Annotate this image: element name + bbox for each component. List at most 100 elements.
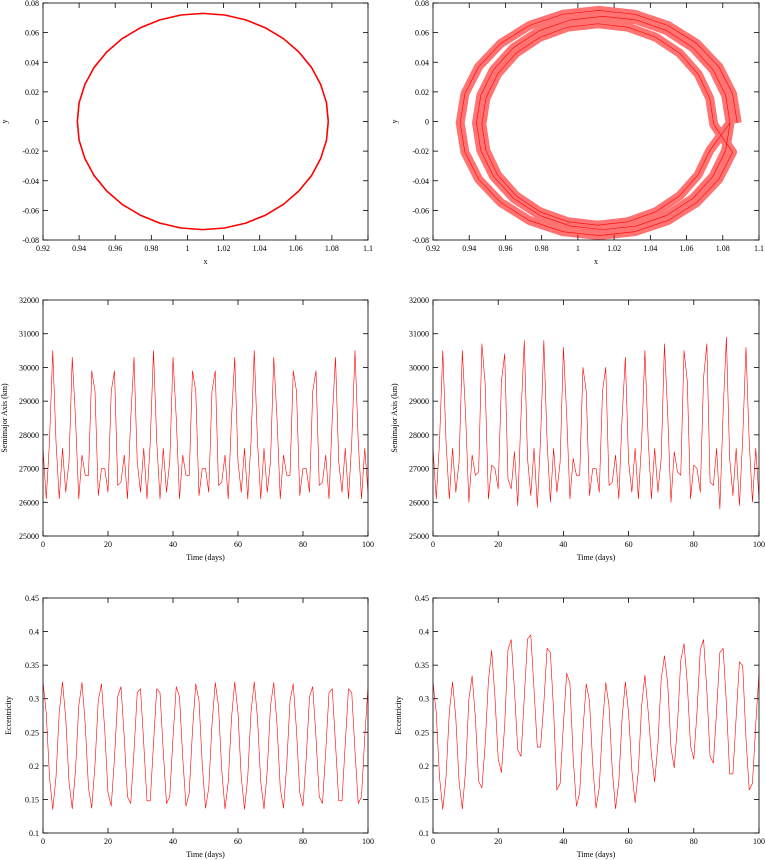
y-tick-label: -0.04 [22, 177, 39, 186]
plot-area [433, 634, 759, 810]
x-tick-label: 20 [104, 837, 112, 846]
y-tick-label: 0.35 [415, 661, 429, 670]
y-tick-label: 0.1 [29, 829, 39, 838]
x-tick-label: 0.92 [36, 244, 50, 253]
x-tick-label: 1.04 [253, 244, 267, 253]
y-tick-label: 0.45 [25, 594, 39, 603]
y-tick-label: 0.4 [419, 628, 429, 637]
y-tick-label: 0 [35, 118, 39, 127]
data-line [43, 681, 368, 810]
x-tick-label: 40 [559, 540, 567, 549]
y-tick-label: 32000 [409, 296, 429, 305]
panel: 0.1 0.15 0.2 0.25 0.3 0.35 0.4 0.45 0 20 40 60 80 100… [394, 594, 765, 859]
x-tick-label: 0 [41, 540, 45, 549]
x-tick-label: 100 [362, 540, 374, 549]
y-tick-label: -0.02 [412, 147, 429, 156]
plot-area [43, 681, 368, 810]
y-tick-label: 0.15 [25, 795, 39, 804]
y-tick-label: 30000 [409, 363, 429, 372]
y-tick-label: 0.02 [415, 88, 429, 97]
x-tick-label: 80 [690, 837, 698, 846]
x-tick-label: 80 [299, 837, 307, 846]
plot-area [455, 5, 742, 240]
panel: -0.08 -0.06 -0.04 -0.02 0 0.02 0.04 0.06 0.08 0.9… [390, 0, 764, 266]
x-tick-label: 40 [559, 837, 567, 846]
plot-frame [42, 299, 369, 537]
x-tick-label: 0.92 [426, 244, 440, 253]
y-tick-label: 0.2 [419, 762, 429, 771]
y-tick-label: 29000 [19, 397, 39, 406]
y-tick-label: 25000 [19, 532, 39, 541]
x-tick-label: 60 [625, 837, 633, 846]
y-tick-label: 0.04 [25, 58, 39, 67]
y-axis-label: y [0, 120, 9, 124]
x-tick-label: 1.08 [325, 244, 339, 253]
y-tick-label: 0.08 [25, 0, 39, 8]
y-tick-label: 0.06 [25, 29, 39, 38]
y-tick-label: 28000 [19, 431, 39, 440]
x-tick-label: 1.1 [363, 244, 373, 253]
y-tick-label: 0.25 [415, 728, 429, 737]
x-tick-label: 0.98 [535, 244, 549, 253]
y-tick-label: 0.04 [415, 58, 429, 67]
plot-frame [42, 2, 369, 241]
y-tick-label: 0.25 [25, 728, 39, 737]
x-tick-label: 1.06 [680, 244, 694, 253]
plot-frame [432, 299, 760, 537]
panel: 25000 26000 27000 28000 29000 30000 31000 32000… [0, 296, 374, 562]
x-tick-label: 100 [753, 837, 765, 846]
y-tick-label: 0.35 [25, 661, 39, 670]
x-tick-label: 100 [362, 837, 374, 846]
x-tick-label: 60 [234, 540, 242, 549]
plot-frame [42, 597, 369, 834]
x-tick-label: 1 [576, 244, 580, 253]
x-tick-label: 1.04 [643, 244, 657, 253]
y-tick-label: -0.06 [412, 206, 429, 215]
y-tick-label: 29000 [409, 397, 429, 406]
x-tick-label: 80 [690, 540, 698, 549]
y-axis-label: Eccentricity [4, 696, 13, 735]
data-line [76, 12, 330, 231]
plot-frame [432, 597, 760, 834]
x-tick-label: 20 [494, 540, 502, 549]
x-tick-label: 0.96 [108, 244, 122, 253]
x-tick-label: 0.94 [462, 244, 476, 253]
x-tick-label: 0 [41, 837, 45, 846]
x-tick-label: 60 [625, 540, 633, 549]
y-tick-label: -0.08 [22, 236, 39, 245]
y-tick-label: 27000 [19, 465, 39, 474]
x-tick-label: 60 [234, 837, 242, 846]
y-tick-label: 0.45 [415, 594, 429, 603]
x-tick-label: 1.06 [289, 244, 303, 253]
y-tick-label: 0.08 [415, 0, 429, 8]
y-tick-label: 0.4 [29, 628, 39, 637]
y-tick-label: 0.3 [419, 695, 429, 704]
y-tick-label: 25000 [409, 532, 429, 541]
panel: -0.08 -0.06 -0.04 -0.02 0 0.02 0.04 0.06 0.08 0.9… [0, 0, 373, 266]
plot-area [76, 12, 330, 231]
y-tick-label: 31000 [19, 330, 39, 339]
y-tick-label: 31000 [409, 330, 429, 339]
data-line [433, 634, 759, 810]
x-tick-label: 100 [753, 540, 765, 549]
y-tick-label: 28000 [409, 431, 429, 440]
x-axis-label: x [204, 257, 208, 266]
y-tick-label: 30000 [19, 363, 39, 372]
x-tick-label: 40 [169, 837, 177, 846]
x-axis-label: Time (days) [577, 850, 616, 859]
y-axis-label: Eccentricity [394, 696, 403, 735]
x-tick-label: 0.96 [498, 244, 512, 253]
y-tick-label: -0.02 [22, 147, 39, 156]
x-tick-label: 0.98 [144, 244, 158, 253]
x-tick-label: 1 [185, 244, 189, 253]
x-tick-label: 1.1 [754, 244, 764, 253]
x-axis-label: Time (days) [577, 553, 616, 562]
y-tick-label: 0.1 [419, 829, 429, 838]
y-tick-label: 27000 [409, 465, 429, 474]
x-tick-label: 0.94 [72, 244, 86, 253]
x-tick-label: 0 [431, 837, 435, 846]
x-axis-label: Time (days) [186, 553, 225, 562]
x-tick-label: 1.08 [716, 244, 730, 253]
x-tick-label: 1.02 [217, 244, 231, 253]
